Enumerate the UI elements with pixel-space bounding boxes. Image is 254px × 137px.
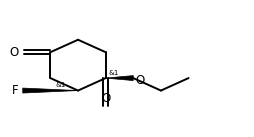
Text: O: O [10, 46, 19, 59]
Text: O: O [101, 92, 110, 105]
Polygon shape [106, 76, 133, 81]
Text: F: F [11, 84, 18, 97]
Polygon shape [23, 88, 78, 93]
Text: &1: &1 [108, 70, 119, 76]
Text: &1: &1 [55, 82, 66, 88]
Text: O: O [135, 74, 144, 86]
